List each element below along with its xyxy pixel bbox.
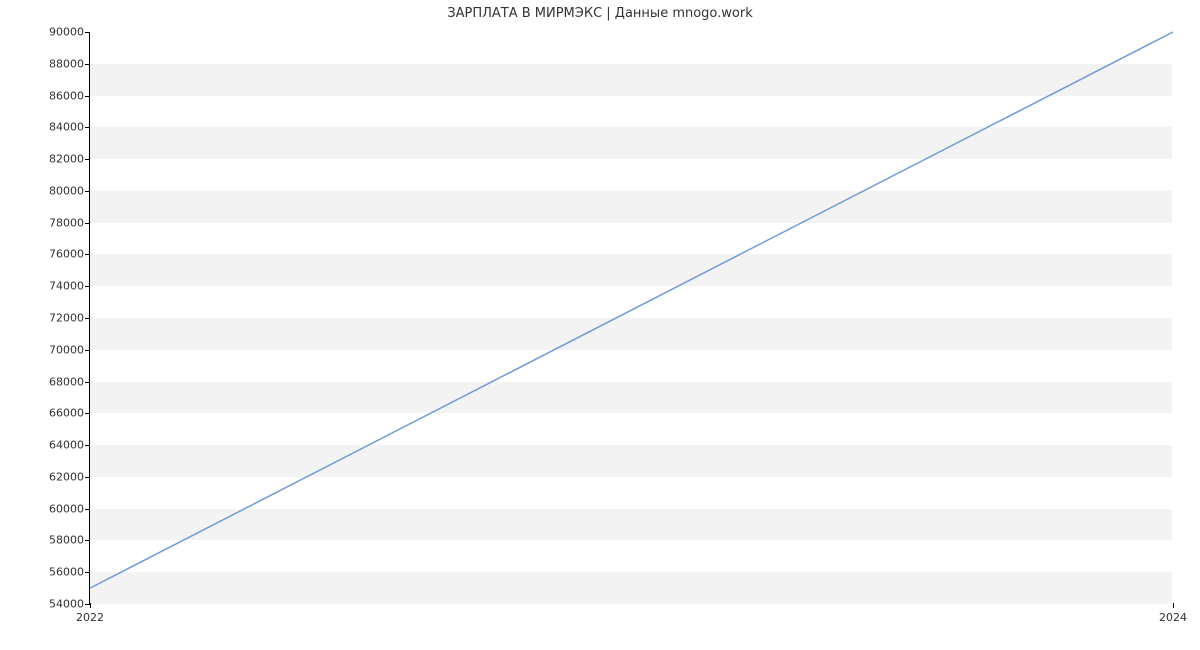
- chart-title: ЗАРПЛАТА В МИРМЭКС | Данные mnogo.work: [0, 6, 1200, 21]
- y-tick-label: 80000: [49, 184, 90, 197]
- x-tick-mark: [1173, 603, 1174, 608]
- y-tick-label: 82000: [49, 153, 90, 166]
- y-tick-label: 62000: [49, 470, 90, 483]
- y-tick-label: 60000: [49, 502, 90, 515]
- y-tick-label: 66000: [49, 407, 90, 420]
- salary-chart: ЗАРПЛАТА В МИРМЭКС | Данные mnogo.work 5…: [0, 0, 1200, 650]
- plot-area: 5400056000580006000062000640006600068000…: [89, 32, 1172, 604]
- y-tick-label: 70000: [49, 343, 90, 356]
- y-tick-label: 76000: [49, 248, 90, 261]
- y-tick-label: 78000: [49, 216, 90, 229]
- y-tick-label: 56000: [49, 566, 90, 579]
- y-tick-label: 74000: [49, 280, 90, 293]
- series-layer: [90, 32, 1173, 604]
- y-tick-label: 68000: [49, 375, 90, 388]
- y-tick-label: 86000: [49, 89, 90, 102]
- y-tick-label: 58000: [49, 534, 90, 547]
- y-tick-label: 88000: [49, 57, 90, 70]
- y-tick-label: 72000: [49, 312, 90, 325]
- y-tick-label: 84000: [49, 121, 90, 134]
- y-tick-label: 90000: [49, 26, 90, 39]
- y-tick-label: 64000: [49, 439, 90, 452]
- series-line-salary: [90, 32, 1173, 588]
